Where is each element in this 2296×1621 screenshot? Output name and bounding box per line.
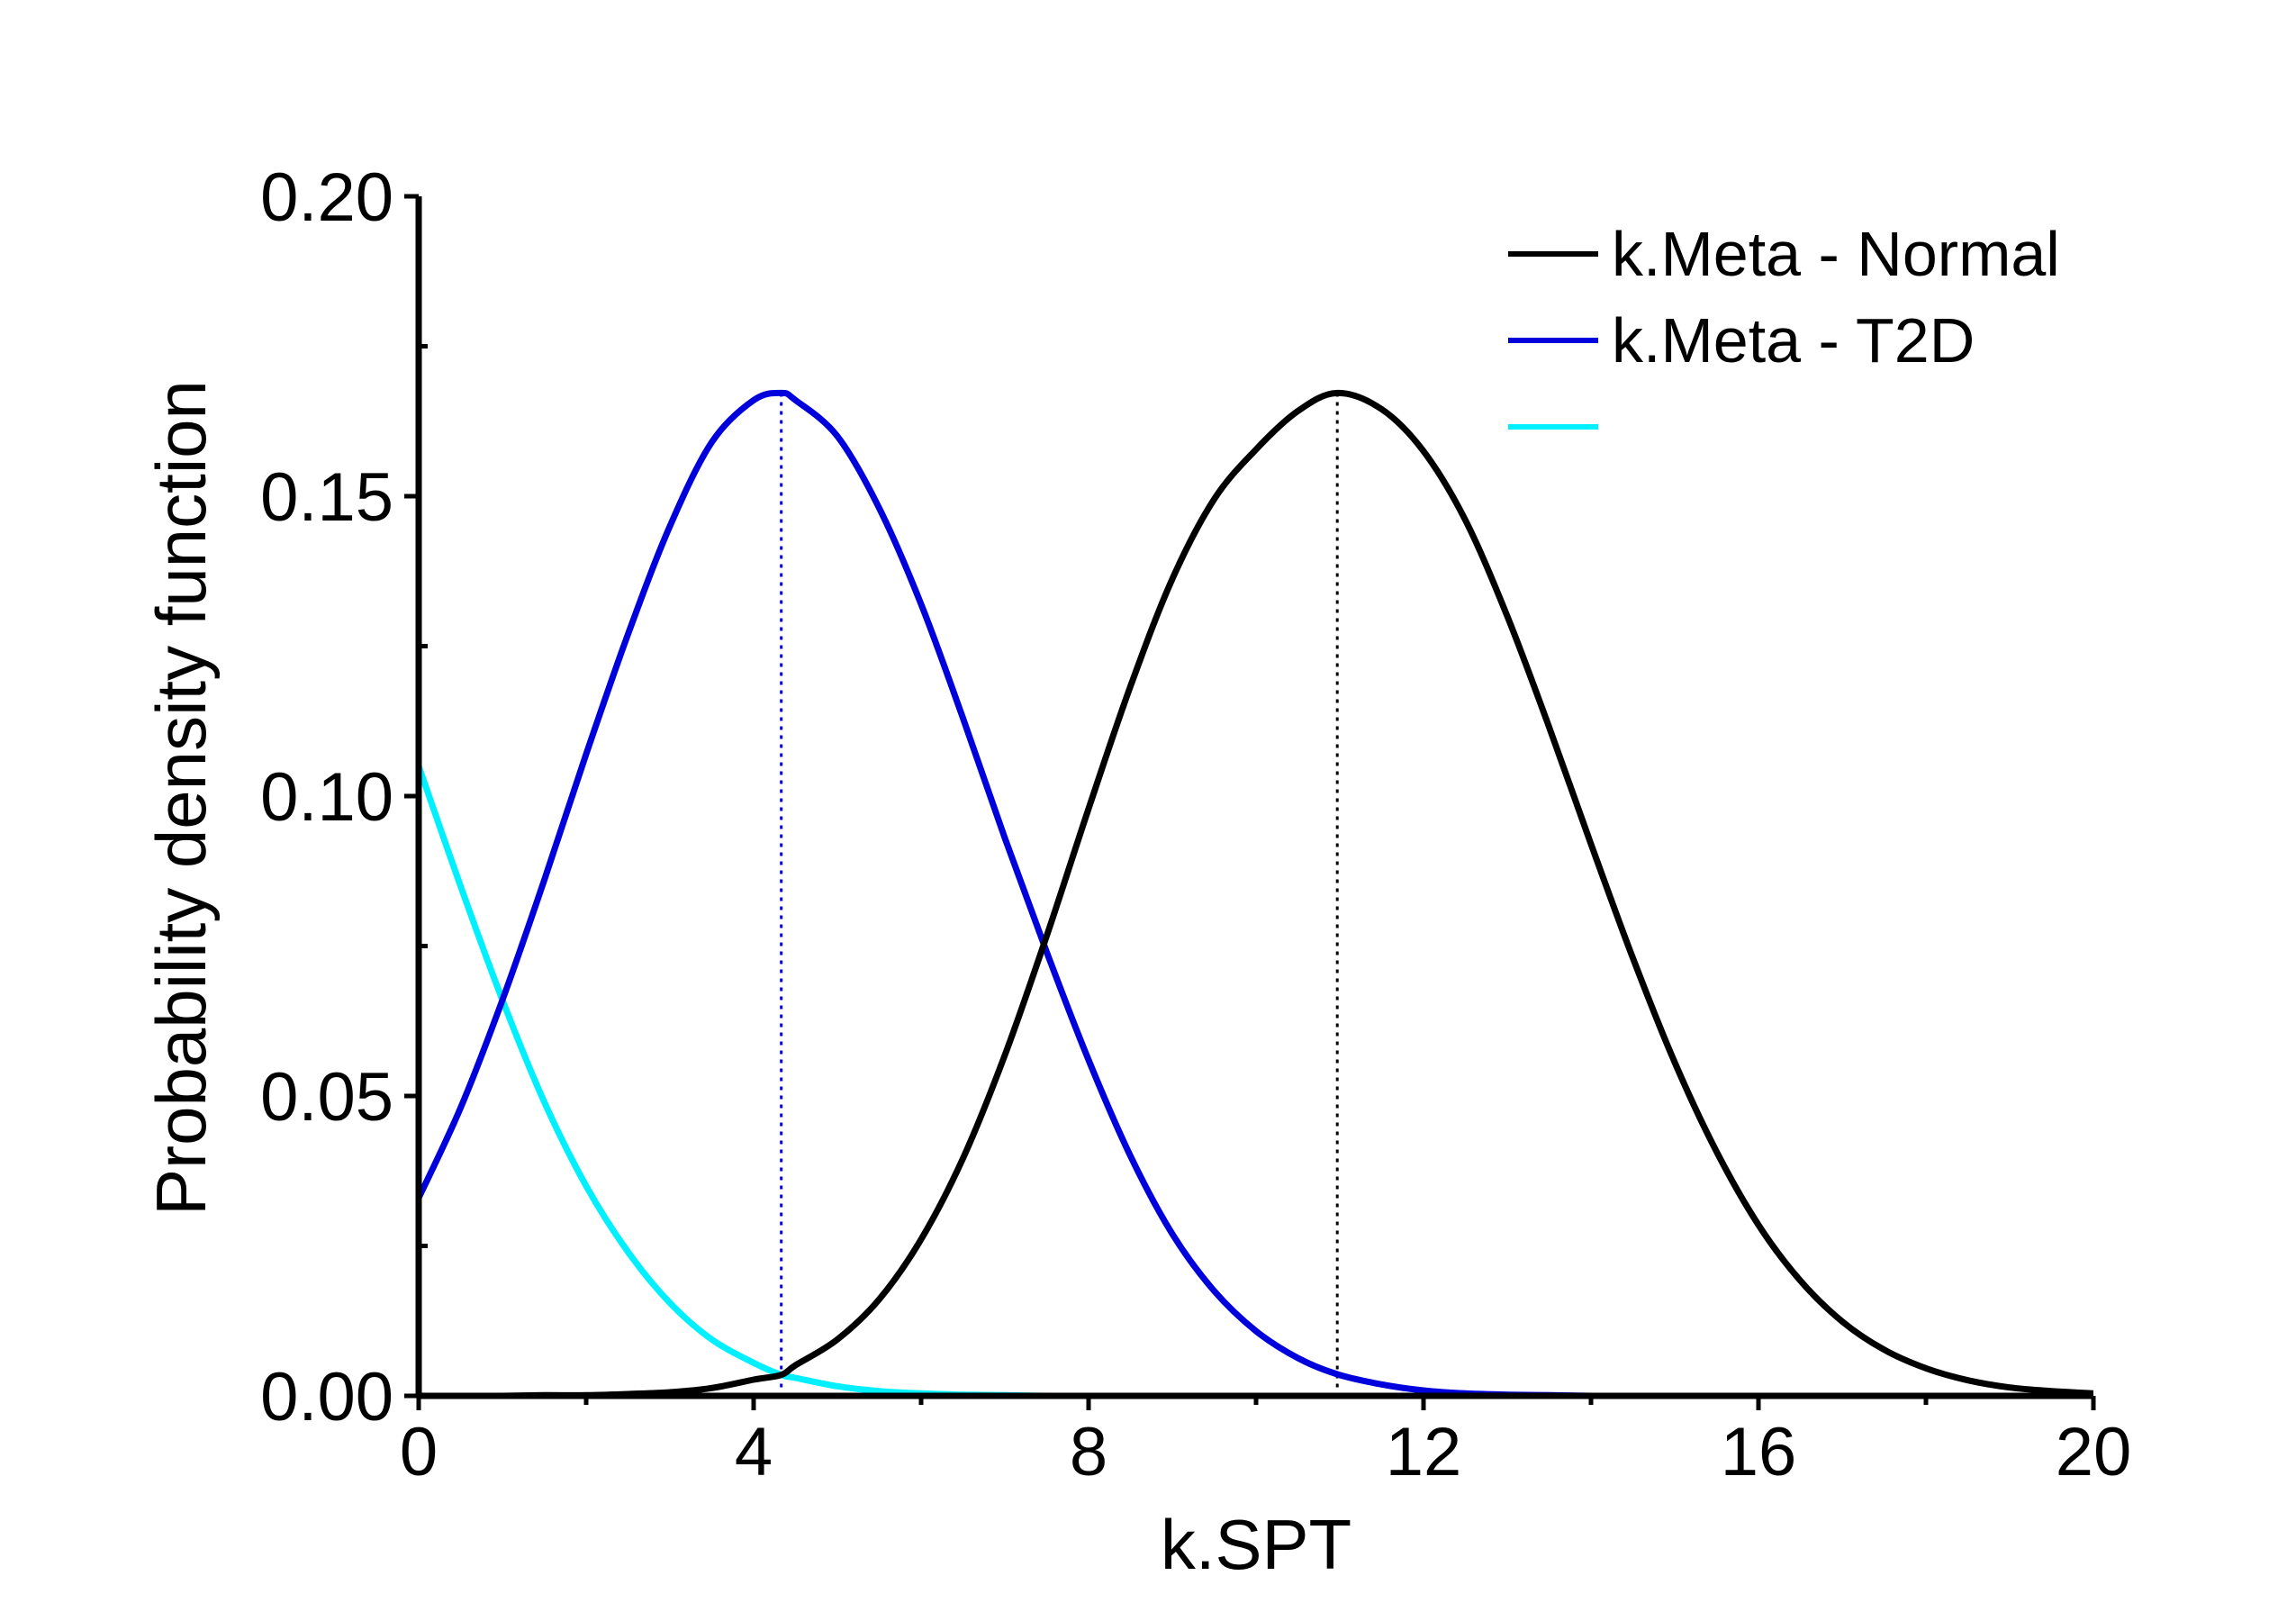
y-tick-label: 0.20 — [260, 159, 393, 236]
legend-label-0: k.Meta - Normal — [1612, 219, 2060, 289]
y-tick-label: 0.10 — [260, 759, 393, 836]
x-axis-title: k.SPT — [1161, 1505, 1351, 1584]
plot-area — [419, 389, 2093, 1396]
x-tick-label: 12 — [1386, 1414, 1462, 1490]
y-tick-label: 0.05 — [260, 1059, 393, 1136]
x-tick-label: 0 — [400, 1414, 438, 1490]
y-tick-label: 0.15 — [260, 459, 393, 536]
y-axis-title: Probability density function — [141, 380, 221, 1216]
series-line-0 — [419, 389, 2093, 1396]
x-tick-label: 16 — [1721, 1414, 1797, 1490]
y-tick-label: 0.00 — [260, 1359, 393, 1435]
x-tick-label: 4 — [735, 1414, 773, 1490]
legend-label-1: k.Meta - T2D — [1612, 305, 1975, 376]
series-line-2 — [419, 765, 2093, 1396]
x-tick-label: 8 — [1070, 1414, 1107, 1490]
series-line-1 — [419, 389, 2093, 1396]
legend: k.Meta - Normal k.Meta - T2D — [1508, 219, 2060, 430]
axes: 0 4 8 12 16 20 0.00 0.05 0.10 0.15 0.20 — [260, 159, 2131, 1490]
x-tick-label: 20 — [2056, 1414, 2132, 1490]
